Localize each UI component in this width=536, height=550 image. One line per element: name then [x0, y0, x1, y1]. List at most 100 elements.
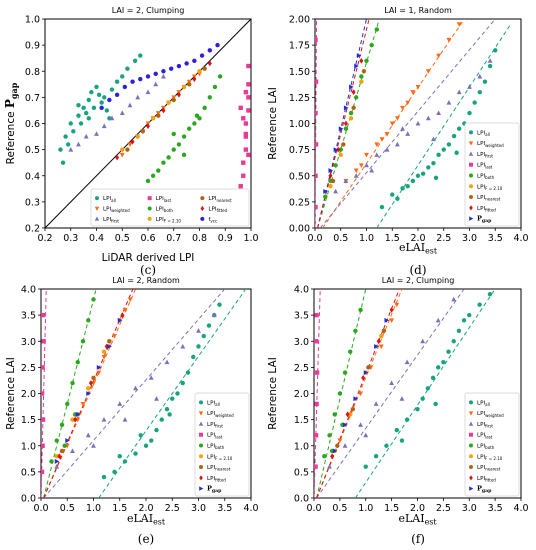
- y-tick-label: 1.50: [289, 67, 310, 78]
- point-last: [243, 131, 249, 137]
- legend-label: LPIweighted: [103, 207, 130, 214]
- legend-item-pgap: Pgap: [469, 485, 492, 494]
- point-vcc: [122, 84, 128, 90]
- point-all: [446, 349, 451, 354]
- legend-marker-F2.10: [199, 454, 203, 459]
- point-first: [333, 188, 339, 194]
- point-all: [461, 318, 467, 323]
- point-first: [420, 338, 426, 344]
- point-F2.10: [197, 69, 202, 74]
- point-last: [315, 110, 318, 116]
- point-all: [63, 134, 68, 139]
- point-weighted: [394, 116, 400, 121]
- point-nearest: [351, 105, 356, 111]
- point-weighted: [389, 121, 395, 127]
- point-last: [241, 173, 246, 178]
- point-both: [212, 84, 218, 90]
- legend-marker-first: [198, 421, 204, 426]
- legend-marker-last: [469, 432, 473, 437]
- point-F2.10: [150, 116, 156, 121]
- point-all: [109, 87, 115, 92]
- point-all: [373, 454, 379, 459]
- point-last: [41, 365, 45, 370]
- point-last: [315, 79, 319, 84]
- legend-marker-fitted: [200, 205, 205, 212]
- point-all: [170, 396, 175, 401]
- legend-marker-nearest: [469, 195, 473, 200]
- legend-item-weighted: LPIweighted: [468, 411, 504, 418]
- point-F2.10: [338, 152, 343, 158]
- point-all: [379, 204, 385, 210]
- point-last: [238, 105, 243, 111]
- svg-text:Reference Pgap: Reference Pgap: [3, 82, 19, 164]
- y-tick-label: 1.5: [294, 415, 309, 426]
- y-tick-label: 2.5: [294, 363, 309, 374]
- x-tick-label: 0.5: [333, 233, 348, 244]
- point-first: [211, 312, 217, 318]
- point-nearest: [91, 375, 96, 381]
- y-tick-label: 3.0: [294, 337, 309, 348]
- point-pgap: [363, 370, 369, 376]
- point-all: [394, 427, 399, 433]
- legend-label: LPIfirst: [103, 217, 119, 224]
- legend-label: LPIall: [103, 196, 116, 203]
- point-vcc: [138, 76, 143, 82]
- legend-item-both: LPIboth: [199, 443, 225, 450]
- point-nearest: [125, 147, 130, 152]
- x-tick-label: 3.5: [488, 503, 503, 514]
- point-all: [65, 142, 71, 147]
- legend-marker-all: [469, 400, 473, 405]
- point-all: [454, 150, 459, 155]
- y-tick-label: 0.4: [25, 171, 40, 182]
- legend-marker-both: [469, 443, 473, 448]
- point-weighted: [119, 152, 125, 158]
- y-tick-label: 3.5: [294, 311, 309, 322]
- point-fitted: [120, 312, 125, 318]
- point-vcc: [107, 97, 112, 103]
- legend-item-weighted: LPIweighted: [94, 207, 130, 214]
- point-F2.10: [120, 147, 125, 152]
- point-weighted: [415, 84, 421, 90]
- y-tick-label: 0.2: [25, 224, 40, 235]
- point-last: [41, 391, 45, 396]
- legend-item-F2.10: LPIF = 2.10: [469, 184, 503, 191]
- legend-item-first: LPIfirst: [94, 216, 119, 224]
- point-all: [60, 160, 66, 165]
- point-pgap: [343, 422, 348, 428]
- legend-label: LPIlast: [156, 196, 172, 203]
- svg-text:eLAIest: eLAIest: [127, 512, 166, 526]
- point-last: [314, 401, 319, 407]
- point-first: [415, 120, 421, 126]
- point-all: [117, 454, 122, 459]
- legend-box: [464, 392, 520, 497]
- point-pgap: [332, 448, 338, 454]
- point-fitted: [359, 57, 364, 64]
- point-pgap: [107, 344, 112, 349]
- x-tick-label: 0.3: [63, 233, 78, 244]
- point-all: [441, 359, 446, 365]
- point-first: [148, 375, 154, 380]
- point-both: [161, 160, 166, 165]
- point-fitted: [57, 453, 62, 460]
- legend-marker-nearest: [200, 196, 205, 201]
- point-both: [65, 401, 70, 407]
- point-first: [196, 328, 201, 333]
- point-F2.10: [101, 349, 107, 354]
- point-both: [207, 95, 212, 100]
- point-pgap: [374, 344, 379, 349]
- y-tick-label: 0.7: [25, 93, 40, 104]
- legend-item-weighted: LPIweighted: [198, 411, 234, 418]
- point-weighted: [96, 370, 102, 376]
- point-first: [101, 416, 107, 422]
- legend-label: LPInearest: [477, 195, 501, 202]
- point-all: [451, 133, 457, 139]
- point-first: [467, 84, 472, 89]
- point-both: [181, 134, 187, 139]
- legend-item-pgap: Pgap: [469, 215, 492, 224]
- point-F2.10: [54, 454, 59, 459]
- point-fitted: [104, 343, 109, 350]
- point-all: [436, 152, 441, 158]
- y-tick-label: 1.0: [21, 441, 36, 452]
- point-weighted: [364, 152, 369, 158]
- point-both: [353, 328, 358, 333]
